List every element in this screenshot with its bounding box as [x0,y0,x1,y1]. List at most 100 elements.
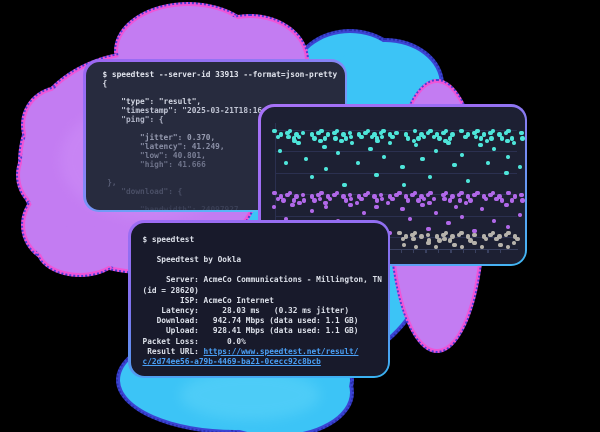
result-url-link[interactable]: https://www.speedtest.net/result/ [203,346,359,356]
chart-dot [512,234,518,239]
terminal-line: $ speedtest [142,234,195,244]
chart-dot [374,172,379,178]
chart-dot [426,226,431,232]
chart-dot [363,192,368,198]
chart-dot [334,190,340,196]
chart-dot [519,192,524,198]
chart-dot [397,230,402,236]
chart-dot [488,232,493,238]
chart-dot [300,130,306,136]
chart-dot [291,198,297,203]
chart-dot [472,240,477,246]
chart-dot [452,162,457,168]
chart-dot [401,182,407,188]
chart-dot [427,174,433,180]
chart-dot [278,132,284,137]
chart-dot [323,204,329,210]
chart-dot [465,178,471,184]
chart-dot [499,198,505,203]
chart-dot [339,138,344,144]
chart-dot [312,136,317,141]
chart-dot [509,198,515,203]
chart-dot [463,200,469,206]
chart-dot [342,182,347,188]
chart-dot [405,198,411,203]
chart-dot [286,134,291,140]
chart-dot [343,136,349,141]
chart-dot [348,196,354,202]
chart-dot [446,220,451,226]
chart-dot [333,136,338,141]
chart-dot [397,190,402,196]
chart-dot [309,174,315,180]
chart-dot [465,132,471,137]
chart-dot [459,214,465,220]
chart-dot [400,206,405,212]
chart-dot [468,238,473,243]
chart-dot [356,132,362,137]
chart-dot [490,230,496,236]
chart-dot [359,134,364,140]
chart-dot [283,216,289,222]
chart-dot [520,136,525,141]
chart-dot [413,142,419,148]
chart-dot [294,194,299,199]
chart-dot [483,236,489,242]
chart-dot [437,136,442,141]
chart-dot [332,192,337,198]
chart-dot [281,198,286,203]
chart-dot [374,198,380,203]
chart-dot [413,244,419,250]
chart-dot [427,200,432,206]
chart-dot [300,192,306,198]
chart-dot [419,194,424,199]
chart-dot [378,130,384,136]
chart-dot [381,128,386,134]
chart-dot [426,240,431,246]
terminal-line: "download": { [102,187,183,196]
chart-dot [505,138,510,144]
chart-grid [462,248,464,253]
chart-dot [428,190,433,196]
chart-dot [319,128,324,134]
chart-dot [490,190,496,196]
chart-grid [274,215,517,217]
chart-dot [450,132,455,137]
chart-dot [369,134,375,140]
chart-body [260,106,525,264]
chart-dot [401,242,407,248]
chart-dot [301,198,307,203]
chart-dot [447,136,453,141]
chart-grid [274,172,517,174]
result-url-link[interactable]: c/2d74ee56-a79b-4469-ba21-0cecc92c8bcb [142,356,321,366]
chart-dot [472,192,477,198]
chart-dot [410,192,415,198]
chart-dot [426,238,432,243]
chart-dot [419,132,424,137]
chart-dot [488,130,493,136]
chart-dot [419,234,424,239]
chart-dot [287,128,293,134]
chart-dot [459,230,464,236]
chart-dot [322,136,328,141]
chart-grid [474,248,477,253]
terminal-line: }, [102,178,117,187]
chart-grid [274,237,517,238]
chart-dot [296,140,301,146]
chart-dot [359,196,364,202]
chart-dot [443,230,449,236]
chart-dot [442,196,447,202]
chart-dot [309,208,315,214]
chart-dot [431,196,437,202]
chart-dot [349,140,355,146]
chart-dot [420,156,425,162]
chart-dot [431,134,437,140]
chart-dot [317,196,323,202]
chart-dot [452,242,457,248]
chart-dot [457,198,463,203]
chart-dot [285,130,290,136]
chart-dot [410,232,415,238]
chart-dot [475,190,480,196]
chart-dot [497,194,502,199]
chart-dot [316,130,321,136]
